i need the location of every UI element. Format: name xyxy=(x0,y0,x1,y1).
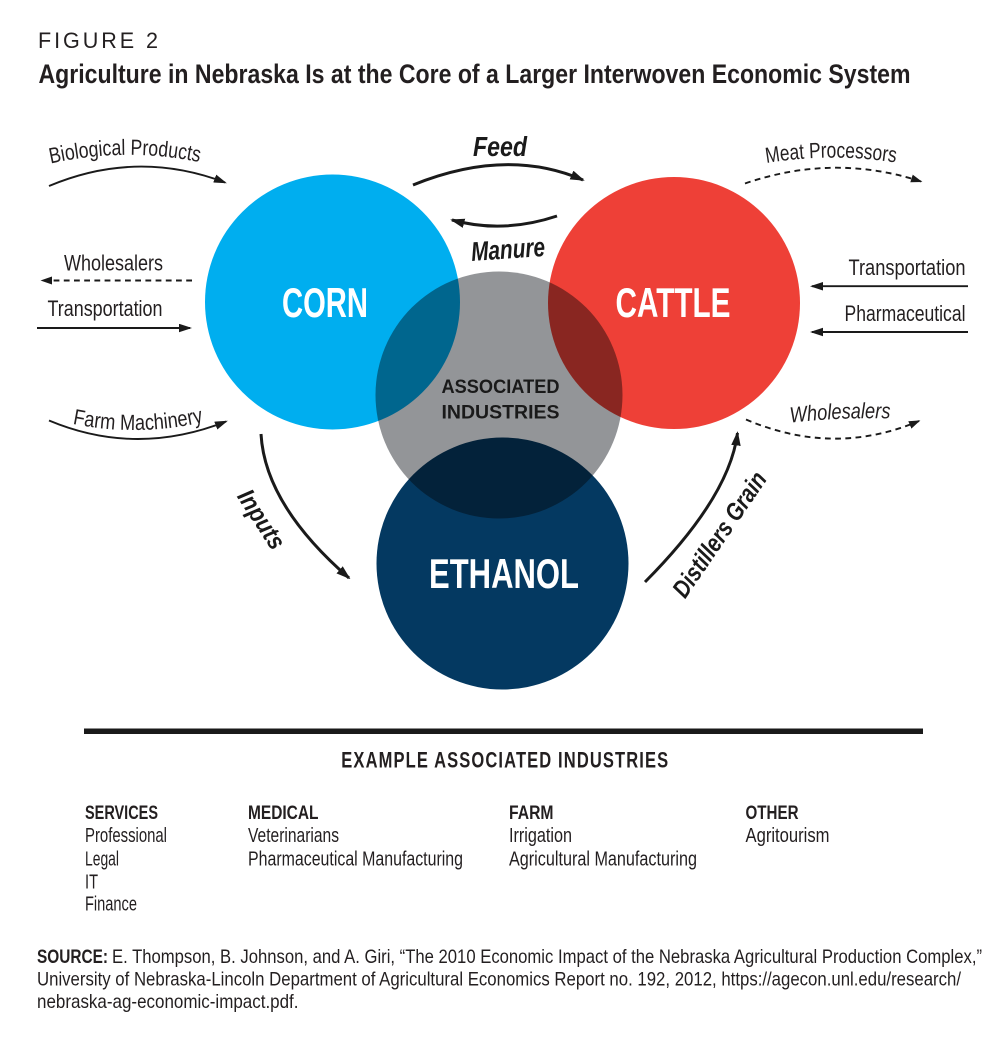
svg-text:nebraska-ag-economic-impact.pd: nebraska-ag-economic-impact.pdf. xyxy=(37,991,299,1013)
svg-text:SOURCE:E. Thompson, B. Johnson: SOURCE: E. Thompson, B. Johnson, and A. G… xyxy=(37,946,982,968)
svg-text:EXAMPLE ASSOCIATED INDUSTRIES: EXAMPLE ASSOCIATED INDUSTRIES xyxy=(341,748,669,773)
svg-text:University of Nebraska-Lincoln: University of Nebraska-Lincoln Departmen… xyxy=(37,969,961,991)
svg-text:Wholesalers: Wholesalers xyxy=(64,250,163,275)
svg-text:FIGURE 2: FIGURE 2 xyxy=(38,28,161,53)
svg-text:INDUSTRIES: INDUSTRIES xyxy=(442,402,560,423)
svg-text:Pharmaceutical: Pharmaceutical xyxy=(845,301,966,326)
svg-text:Farm Machinery: Farm Machinery xyxy=(72,403,205,436)
svg-text:IT: IT xyxy=(85,872,98,894)
svg-text:ETHANOL: ETHANOL xyxy=(429,550,579,597)
svg-text:CORN: CORN xyxy=(282,279,368,326)
svg-text:MEDICAL: MEDICAL xyxy=(248,803,319,824)
svg-text:Veterinarians: Veterinarians xyxy=(248,825,339,847)
svg-text:Biological Products: Biological Products xyxy=(47,135,204,169)
svg-text:Manure: Manure xyxy=(470,232,546,267)
svg-text:Pharmaceutical Manufacturing: Pharmaceutical Manufacturing xyxy=(248,849,463,871)
svg-text:Irrigation: Irrigation xyxy=(509,825,572,847)
svg-text:Inputs: Inputs xyxy=(231,484,290,555)
svg-text:Agriculture in Nebraska Is at: Agriculture in Nebraska Is at the Core o… xyxy=(39,59,911,89)
svg-text:Wholesalers: Wholesalers xyxy=(788,398,890,427)
svg-text:Agricultural Manufacturing: Agricultural Manufacturing xyxy=(509,849,697,871)
svg-text:Legal: Legal xyxy=(85,849,119,871)
svg-text:Finance: Finance xyxy=(85,894,137,916)
svg-text:ASSOCIATED: ASSOCIATED xyxy=(442,377,560,398)
svg-text:Transportation: Transportation xyxy=(48,296,163,321)
svg-text:Meat Processors: Meat Processors xyxy=(763,138,898,168)
svg-text:FARM: FARM xyxy=(509,803,554,824)
svg-text:Transportation: Transportation xyxy=(849,255,966,280)
svg-text:Feed: Feed xyxy=(473,131,528,162)
svg-text:CATTLE: CATTLE xyxy=(616,279,731,326)
svg-text:OTHER: OTHER xyxy=(746,803,799,824)
svg-text:Agritourism: Agritourism xyxy=(746,825,830,847)
svg-text:SERVICES: SERVICES xyxy=(85,803,158,824)
svg-text:Professional: Professional xyxy=(85,825,167,847)
